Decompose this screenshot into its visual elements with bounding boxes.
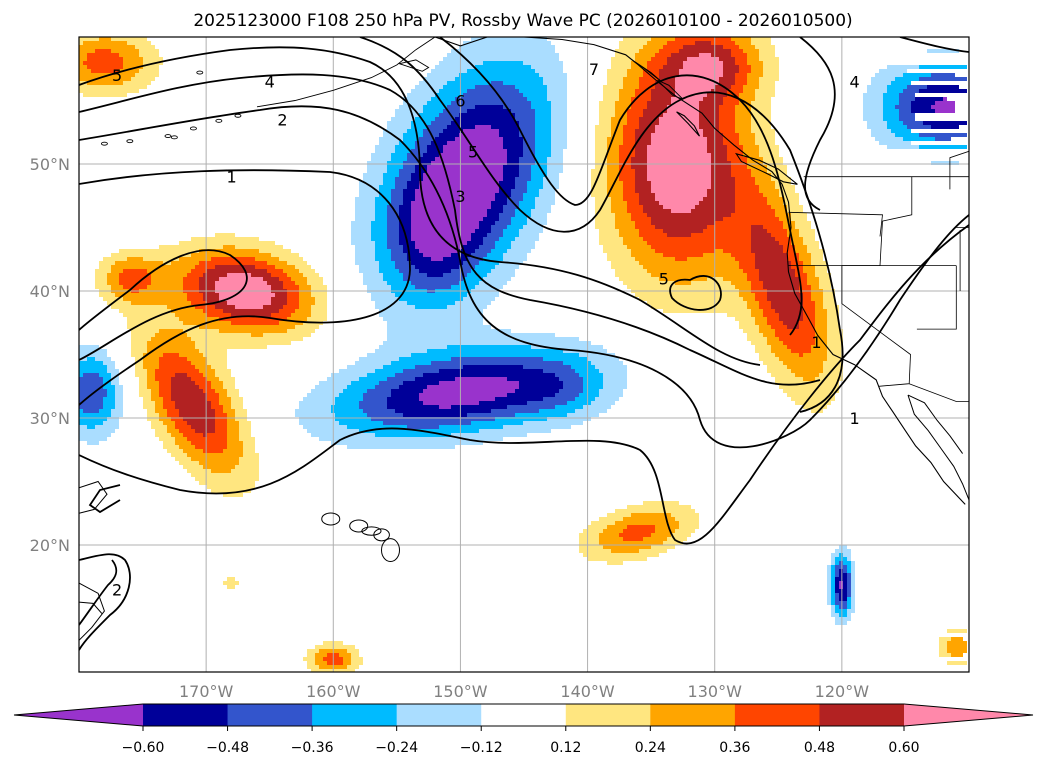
colorbar-extend-max: [904, 704, 1033, 726]
lat-tick-label: 50°N: [30, 155, 70, 174]
contour-label: 5: [659, 269, 669, 288]
colorbar-bin: [481, 704, 567, 726]
lon-tick-label: 170°W: [179, 682, 234, 701]
colorbar-tick-label: −0.12: [460, 740, 503, 756]
contour-label: 1: [811, 333, 821, 352]
map-frame: [78, 36, 970, 673]
colorbar-bin: [312, 704, 398, 726]
colorbar-tick-label: 0.60: [888, 740, 919, 756]
pv-anomaly-fills: [79, 37, 967, 672]
colorbar-tick-label: 0.36: [719, 740, 750, 756]
contour-label: 1: [226, 168, 236, 187]
pv-contour-labels: 1 2 4 5 6 5 3 7 5 1 1 4 2: [112, 60, 860, 600]
lat-tick-label: 30°N: [30, 409, 70, 428]
lat-tick-label: 20°N: [30, 536, 70, 555]
colorbar-bin: [734, 704, 820, 726]
colorbar-bin: [819, 704, 905, 726]
contour-label: 2: [112, 580, 122, 599]
lat-tick-label: 40°N: [30, 282, 70, 301]
contour-label: 3: [455, 187, 465, 206]
contour-label: 4: [265, 72, 275, 91]
colorbar-tick-label: −0.60: [122, 740, 165, 756]
lon-tick-label: 120°W: [815, 682, 870, 701]
colorbar-tick-label: −0.36: [291, 740, 334, 756]
colorbar-bin: [565, 704, 651, 726]
colorbar-tick-label: −0.48: [206, 740, 249, 756]
contour-label: 7: [589, 60, 599, 79]
colorbar-tick-label: 0.12: [550, 740, 581, 756]
colorbar-tick-label: 0.24: [635, 740, 666, 756]
lon-tick-label: 160°W: [306, 682, 361, 701]
colorbar-bin: [396, 704, 482, 726]
map-area: 1 2 4 5 6 5 3 7 5 1 1 4 2: [79, 37, 969, 672]
colorbar: −0.60 −0.48 −0.36 −0.24 −0.12 0.12 0.24 0.36 0.4…: [13, 703, 1034, 756]
axis-tick-labels: 170°W 160°W 150°W 140°W 130°W 120°W 20°N 30°N 40…: [30, 155, 870, 701]
colorbar-extend-min: [14, 704, 143, 726]
pv-contours: [79, 37, 969, 651]
lon-tick-label: 130°W: [688, 682, 743, 701]
colorbar-tick-label: −0.24: [375, 740, 418, 756]
contour-label: 5: [112, 66, 122, 85]
gridlines: [79, 37, 969, 672]
map-title: 2025123000 F108 250 hPa PV, Rossby Wave …: [193, 11, 852, 31]
contour-label: 4: [849, 72, 859, 91]
lon-tick-label: 140°W: [560, 682, 615, 701]
lon-tick-label: 150°W: [433, 682, 488, 701]
colorbar-bin: [227, 704, 313, 726]
contour-label: 5: [468, 142, 478, 161]
contour-label: 1: [849, 409, 859, 428]
coastlines: [79, 37, 969, 641]
contour-label: 6: [455, 92, 465, 111]
colorbar-tick-label: 0.48: [804, 740, 835, 756]
contour-label: 2: [277, 111, 287, 130]
colorbar-bin: [650, 704, 736, 726]
colorbar-bin: [143, 704, 229, 726]
